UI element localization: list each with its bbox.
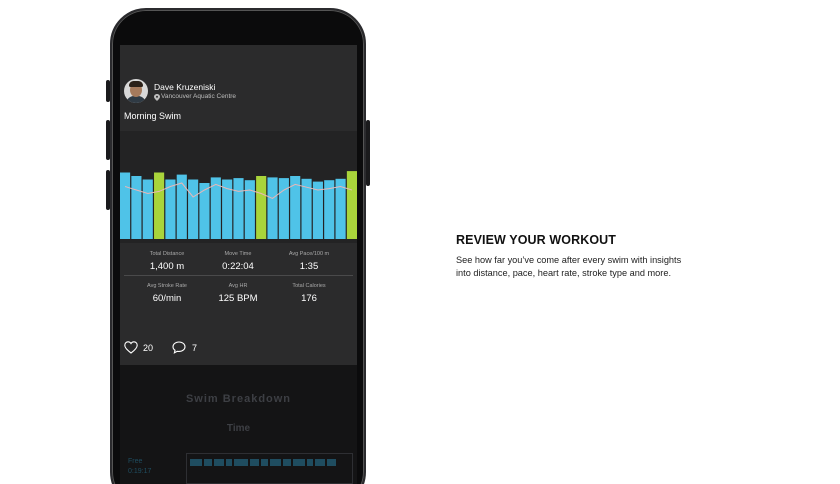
workout-title[interactable]: Morning Swim xyxy=(124,111,182,121)
phone-power-button xyxy=(366,120,370,186)
chart-bar xyxy=(165,179,176,239)
chart-bar xyxy=(301,178,312,239)
stroke-label: Free xyxy=(128,458,143,465)
breakdown-segment xyxy=(250,459,259,466)
chart-bar xyxy=(256,176,267,239)
chart-bar xyxy=(142,179,153,239)
breakdown-segment xyxy=(204,459,212,466)
time-breakdown-chart-svg xyxy=(190,459,336,466)
stat-value-total-calories: 176 xyxy=(301,293,317,304)
chart-bar xyxy=(267,177,278,239)
stat-value-avg-pace: 1:35 xyxy=(299,261,319,272)
heart-rate-line xyxy=(124,182,353,199)
chart-bar xyxy=(188,179,199,239)
stat-value-avg-hr: 125 BPM xyxy=(218,293,258,304)
chart-bar xyxy=(335,178,346,239)
stroke-time: 0:19:17 xyxy=(128,468,152,475)
stats-divider xyxy=(124,275,353,276)
stat-value-avg-stroke-rate: 60/min xyxy=(152,293,182,304)
breakdown-segment xyxy=(307,459,313,466)
chart-bar xyxy=(176,174,187,239)
swim-chart-svg xyxy=(120,171,357,239)
breakdown-segment xyxy=(270,459,281,466)
chart-bar xyxy=(233,178,244,239)
breakdown-segment xyxy=(261,459,268,466)
location-pin-icon xyxy=(154,94,160,101)
breakdown-segment xyxy=(315,459,325,466)
breakdown-segment xyxy=(226,459,232,466)
stat-value-total-distance: 1,400 m xyxy=(149,261,185,272)
social-bar: 20 7 xyxy=(120,341,357,365)
chart-bar xyxy=(154,172,165,239)
chart-bar xyxy=(210,177,221,239)
chart-bar xyxy=(346,171,357,239)
chart-bar xyxy=(131,176,142,239)
promo-body: See how far you’ve come after every swim… xyxy=(456,255,682,278)
chart-bar xyxy=(120,172,131,239)
breakdown-segment xyxy=(327,459,336,466)
activity-card[interactable]: Dave Kruzeniski Vancouver Aquatic Centre… xyxy=(120,45,357,365)
chart-bar xyxy=(290,176,301,239)
swim-chart[interactable] xyxy=(120,131,357,243)
stat-label-total-distance: Total Distance xyxy=(149,251,185,257)
chart-bar xyxy=(278,178,289,239)
stat-label-avg-pace: Avg Pace/100 m xyxy=(288,251,330,257)
chart-bar xyxy=(324,180,335,239)
comments-count: 7 xyxy=(192,343,198,353)
breakdown-segment xyxy=(190,459,202,466)
stat-label-total-calories: Total Calories xyxy=(292,283,326,289)
chart-bar xyxy=(312,181,323,239)
phone-side-button xyxy=(106,80,110,102)
chart-bar xyxy=(222,179,233,239)
swim-breakdown-subtitle: Time xyxy=(226,423,251,434)
breakdown-segment xyxy=(293,459,305,466)
heart-icon[interactable] xyxy=(124,341,138,354)
comment-icon[interactable] xyxy=(172,341,186,354)
location-label: Vancouver Aquatic Centre xyxy=(161,93,237,100)
breakdown-segment xyxy=(234,459,248,466)
stat-value-move-time: 0:22:04 xyxy=(222,261,254,272)
user-name[interactable]: Dave Kruzeniski xyxy=(154,82,216,92)
avatar[interactable] xyxy=(124,79,148,103)
stat-label-avg-stroke-rate: Avg Stroke Rate xyxy=(147,283,187,289)
promo-title: REVIEW YOUR WORKOUT xyxy=(456,233,617,247)
stat-label-avg-hr: Avg HR xyxy=(228,283,248,289)
time-breakdown-chart xyxy=(186,453,353,484)
phone-screen: Dave Kruzeniski Vancouver Aquatic Centre… xyxy=(120,45,357,484)
breakdown-segment xyxy=(214,459,224,466)
stat-label-move-time: Move Time xyxy=(224,251,252,257)
breakdown-segment xyxy=(283,459,291,466)
swim-breakdown-title: Swim Breakdown xyxy=(185,393,292,405)
phone-volume-down-button xyxy=(106,170,110,210)
likes-count: 20 xyxy=(143,343,154,353)
phone-volume-up-button xyxy=(106,120,110,160)
chart-bar xyxy=(244,180,255,239)
chart-bar xyxy=(199,183,210,239)
